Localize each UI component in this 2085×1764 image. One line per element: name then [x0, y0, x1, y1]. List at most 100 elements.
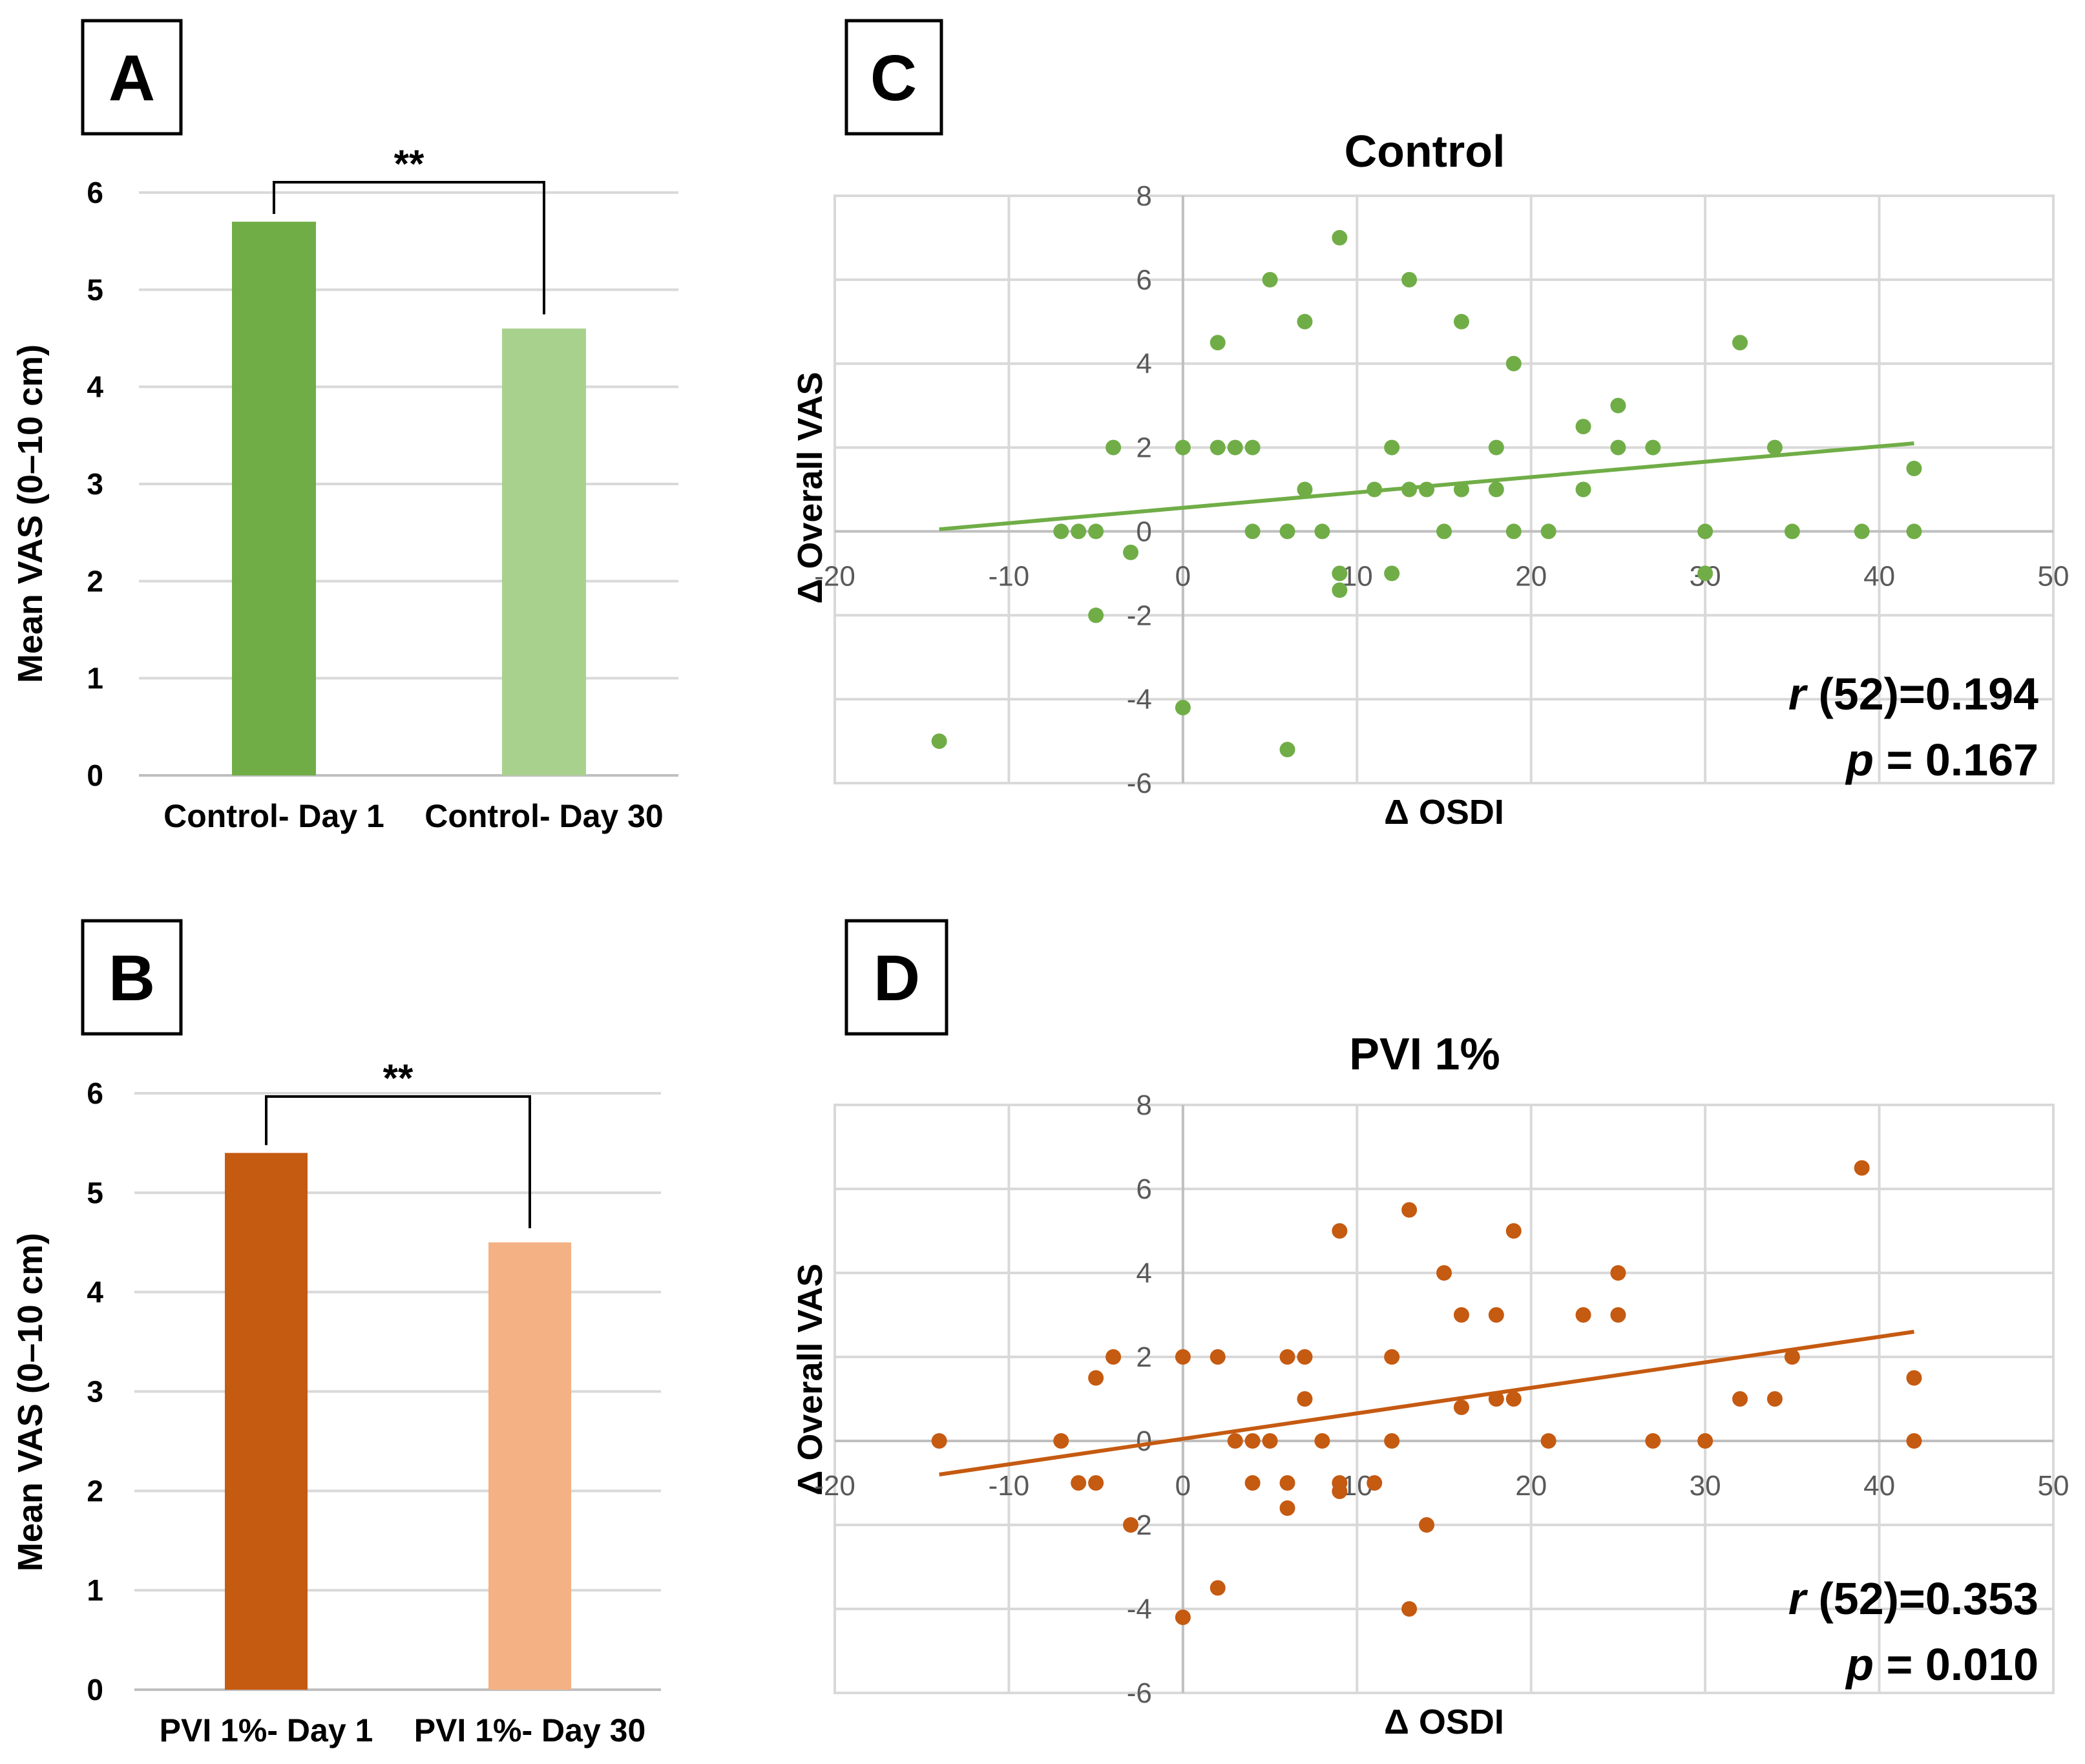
panel-c-data-point [1732, 335, 1748, 351]
panel-c-data-point [1314, 523, 1330, 540]
panel-d-data-point [1488, 1307, 1504, 1323]
panel-d-data-point [1488, 1391, 1504, 1407]
panel-d-letter: D [874, 942, 920, 1014]
panel-d-data-point [1401, 1601, 1418, 1617]
panel-d-data-point [1384, 1433, 1400, 1449]
panel-b-bar [225, 1153, 308, 1690]
panel-a-category-label: Control- Day 1 [163, 798, 384, 834]
panel-a-y-tick-label: 5 [87, 273, 103, 306]
panel-d-trendline [939, 1330, 1914, 1476]
panel-d-data-point [1053, 1433, 1069, 1449]
panel-c-data-point [1906, 461, 1922, 477]
panel-d-y-tick-label: -4 [1127, 1593, 1152, 1625]
panel-d-data-point [1297, 1349, 1313, 1365]
panel-c-y-tick-label: 0 [1136, 516, 1151, 547]
panel-d-data-point [1314, 1433, 1330, 1449]
panel-c-data-point [1384, 565, 1400, 582]
panel-b-label-box [81, 919, 183, 1036]
panel-c-label-box [844, 19, 943, 136]
panel-a-significance-bracket [273, 181, 545, 315]
panel-d-data-point [1332, 1223, 1348, 1239]
panel-c: C Control Δ Overall VAS Δ OSDI -20 -10 0 10… [791, 19, 2069, 832]
panel-d-x-tick-label: -20 [814, 1470, 855, 1502]
panel-c-data-point [1610, 439, 1626, 456]
panel-c-data-point [1488, 481, 1504, 498]
panel-d-data-point [1505, 1391, 1522, 1407]
panel-a-letter: A [109, 42, 155, 114]
panel-a-significance-stars: ** [394, 142, 424, 185]
panel-d-data-point [1453, 1307, 1469, 1323]
panel-d-data-point [1088, 1370, 1104, 1386]
panel-d-y-tick-label: 2 [1136, 1341, 1151, 1373]
panel-d-y-tick-label: -6 [1127, 1677, 1152, 1709]
panel-a-y-tick-label: 0 [87, 759, 103, 792]
panel-b-category-label: PVI 1%- Day 30 [414, 1712, 646, 1748]
panel-a: A Mean VAS (0–10 cm) 0 1 2 3 4 5 6 Control- Day… [11, 19, 678, 834]
panel-d-data-point [1244, 1475, 1261, 1491]
panel-d-data-point [1610, 1307, 1626, 1323]
panel-d-r-value: (52)=0.353 [1818, 1573, 2038, 1624]
panel-d-p-statistic: p = 0.010 [1845, 1639, 2038, 1690]
panel-b-y-tick-label: 0 [87, 1673, 103, 1706]
panel-d: D PVI 1% Δ Overall VAS Δ OSDI -20 -10 0 10 2… [791, 919, 2069, 1741]
panel-a-y-tick-label: 2 [87, 564, 103, 598]
panel-c-data-point [1367, 481, 1383, 498]
panel-c-data-point [1419, 481, 1435, 498]
panel-c-data-point [1697, 523, 1713, 540]
panel-b-y-axis-label: Mean VAS (0–10 cm) [11, 1233, 50, 1571]
panel-a-y-tick-label: 6 [87, 176, 103, 209]
panel-c-data-point [1766, 439, 1783, 456]
panel-b-significance-bracket [265, 1095, 531, 1228]
panel-c-letter: C [870, 42, 917, 114]
panel-d-x-tick-label: -10 [989, 1470, 1030, 1502]
panel-d-data-point [1088, 1475, 1104, 1491]
panel-d-data-point [1540, 1433, 1556, 1449]
panel-c-data-point [1175, 700, 1191, 716]
panel-c-data-point [1088, 523, 1104, 540]
panel-c-x-tick-label: -10 [989, 560, 1030, 592]
panel-b-y-tick-label: 6 [87, 1076, 103, 1110]
panel-c-data-point [931, 733, 947, 750]
panel-d-data-point [1697, 1433, 1713, 1449]
panel-d-x-tick-label: 0 [1175, 1470, 1191, 1502]
panel-c-r-statistic: r (52)=0.194 [1788, 669, 2038, 719]
panel-a-plot: 0 1 2 3 4 5 6 Control- Day 1 Control- Day 30 ** [87, 142, 678, 834]
panel-d-data-point [1645, 1433, 1661, 1449]
panel-c-x-tick-label: 40 [1863, 560, 1895, 592]
panel-d-data-point [1123, 1517, 1139, 1533]
panel-c-data-point [1505, 523, 1522, 540]
panel-d-x-tick-label: 20 [1515, 1470, 1547, 1502]
panel-b-bar [488, 1242, 571, 1690]
panel-d-data-point [1784, 1349, 1800, 1365]
panel-c-data-point [1610, 397, 1626, 414]
panel-b-y-tick-label: 2 [87, 1474, 103, 1507]
panel-d-data-point [1279, 1475, 1295, 1491]
panel-c-x-tick-label: 0 [1175, 560, 1191, 592]
panel-a-y-axis-label: Mean VAS (0–10 cm) [11, 344, 50, 683]
panel-c-data-point [1279, 742, 1295, 758]
panel-c-data-point [1053, 523, 1069, 540]
panel-c-p-statistic: p = 0.167 [1845, 735, 2038, 785]
panel-a-y-tick-label: 3 [87, 467, 103, 501]
panel-b-y-tick-label: 1 [87, 1573, 103, 1607]
panel-c-y-tick-label: -6 [1127, 768, 1152, 799]
panel-b-significance-stars: ** [383, 1056, 414, 1100]
panel-d-data-point [1332, 1484, 1348, 1499]
panel-d-x-tick-label: 50 [2038, 1470, 2069, 1502]
panel-d-data-point [1610, 1265, 1626, 1281]
panel-b-plot: 0 1 2 3 4 5 6 PVI 1%- Day 1 PVI 1%- Day 30 ** [87, 1056, 661, 1748]
panel-c-data-point [1279, 523, 1295, 540]
panel-d-data-point [1262, 1433, 1278, 1449]
panel-c-data-point [1262, 271, 1278, 288]
panel-d-data-point [1384, 1349, 1400, 1365]
panel-c-data-point [1645, 439, 1661, 456]
panel-d-data-point [1210, 1349, 1226, 1365]
panel-d-data-point [1175, 1349, 1191, 1365]
panel-c-y-tick-label: -4 [1127, 684, 1152, 715]
panel-d-data-point [1766, 1391, 1783, 1407]
panel-d-data-point [1279, 1500, 1295, 1516]
panel-b-y-tick-label: 5 [87, 1176, 103, 1210]
panel-c-data-point [1244, 439, 1261, 456]
